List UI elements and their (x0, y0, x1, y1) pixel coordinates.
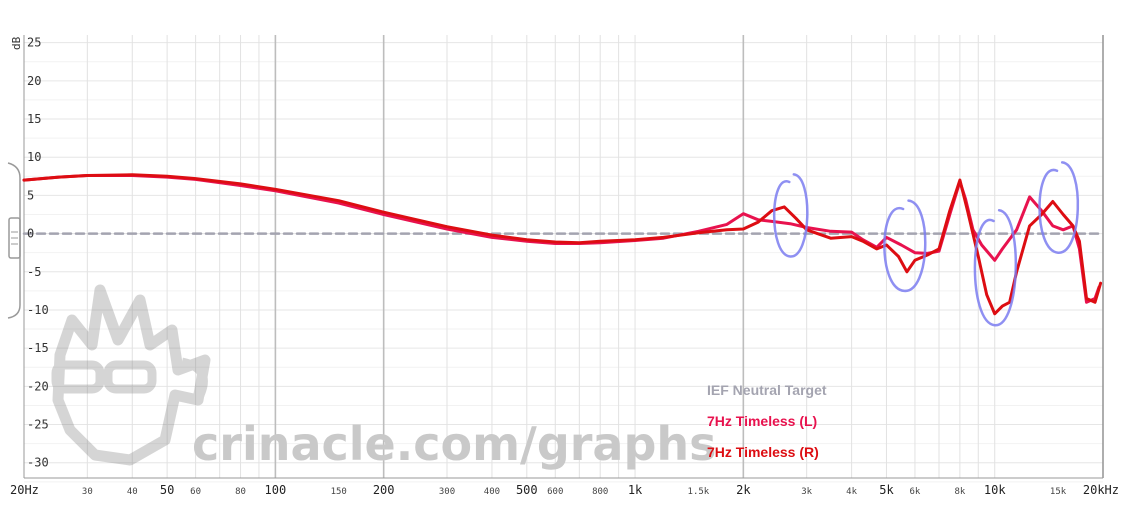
x-minor-tick-label: 600 (547, 487, 563, 497)
legend-entry: 7Hz Timeless (R) (707, 444, 819, 460)
annotation-circles (772, 161, 1080, 327)
x-minor-tick-label: 400 (484, 487, 500, 497)
x-tick-label: 200 (373, 483, 395, 497)
x-tick-label: 50 (160, 483, 174, 497)
x-minor-tick-label: 80 (235, 487, 246, 497)
x-minor-tick-label: 3k (801, 487, 812, 497)
x-tick-label: 20kHz (1083, 483, 1119, 497)
legend-entry: IEF Neutral Target (707, 382, 827, 398)
series-group (22, 173, 1105, 316)
series-line-7hz-timeless-l (22, 174, 1101, 304)
y-tick-label: -30 (27, 456, 49, 470)
y-axis-drag-handle[interactable] (7, 162, 21, 319)
x-tick-label: 2k (736, 483, 751, 497)
y-tick-label: 20 (27, 74, 41, 88)
drag-handle-grip[interactable] (8, 217, 21, 259)
y-tick-label: -25 (27, 418, 49, 432)
x-minor-tick-label: 4k (846, 487, 857, 497)
y-tick-label: 25 (27, 36, 41, 50)
annotation-circle (1038, 161, 1080, 254)
legend: IEF Neutral Target 7Hz Timeless (L) 7Hz Ti… (707, 382, 827, 460)
series-line-7hz-timeless-r (22, 173, 1103, 316)
x-minor-tick-label: 40 (127, 487, 138, 497)
y-tick-label: -5 (27, 265, 41, 279)
x-axis: 20Hz 50 100 200 500 1k 2k 5k 10k 20kHz 30 40 60 80 150… (10, 483, 1119, 497)
plot-frame (23, 35, 1104, 479)
mascot-right-lens (103, 360, 157, 394)
y-tick-label: -15 (27, 341, 49, 355)
mascot-hair (52, 284, 211, 466)
watermark-text: crinacle.com/graphs (192, 417, 717, 471)
y-tick-label: 15 (27, 112, 41, 126)
x-minor-tick-label: 60 (190, 487, 201, 497)
legend-entry: 7Hz Timeless (L) (707, 413, 817, 429)
y-axis: dB 25 20 15 10 5 0 -5 -10 -15 -20 -25 -30 (10, 36, 49, 470)
y-tick-label: 0 (27, 227, 34, 241)
y-tick-label: 5 (27, 188, 34, 202)
y-tick-label: -20 (27, 379, 49, 393)
x-tick-label: 500 (516, 483, 538, 497)
y-tick-label: 10 (27, 150, 41, 164)
annotation-circle (883, 199, 927, 293)
y-axis-unit-label: dB (10, 36, 23, 50)
grid (23, 35, 1104, 483)
x-minor-tick-label: 15k (1050, 487, 1067, 497)
annotation-circle (973, 209, 1018, 327)
x-minor-tick-label: 30 (82, 487, 93, 497)
crinacle-mascot-logo (51, 284, 211, 466)
annotation-circle (772, 173, 809, 258)
x-minor-tick-label: 800 (592, 487, 608, 497)
x-tick-label: 1k (628, 483, 643, 497)
x-tick-label: 20Hz (10, 483, 39, 497)
mascot-ear (180, 357, 208, 397)
x-tick-label: 5k (879, 483, 894, 497)
drag-handle-bracket[interactable] (7, 162, 21, 319)
x-tick-label: 100 (265, 483, 287, 497)
x-minor-tick-label: 8k (954, 487, 965, 497)
x-minor-tick-label: 1.5k (688, 487, 710, 497)
mascot-left-lens (51, 360, 105, 394)
y-tick-label: -10 (27, 303, 49, 317)
x-tick-label: 10k (984, 483, 1006, 497)
x-minor-tick-label: 150 (331, 487, 347, 497)
x-minor-tick-label: 300 (439, 487, 455, 497)
x-minor-tick-label: 6k (910, 487, 921, 497)
